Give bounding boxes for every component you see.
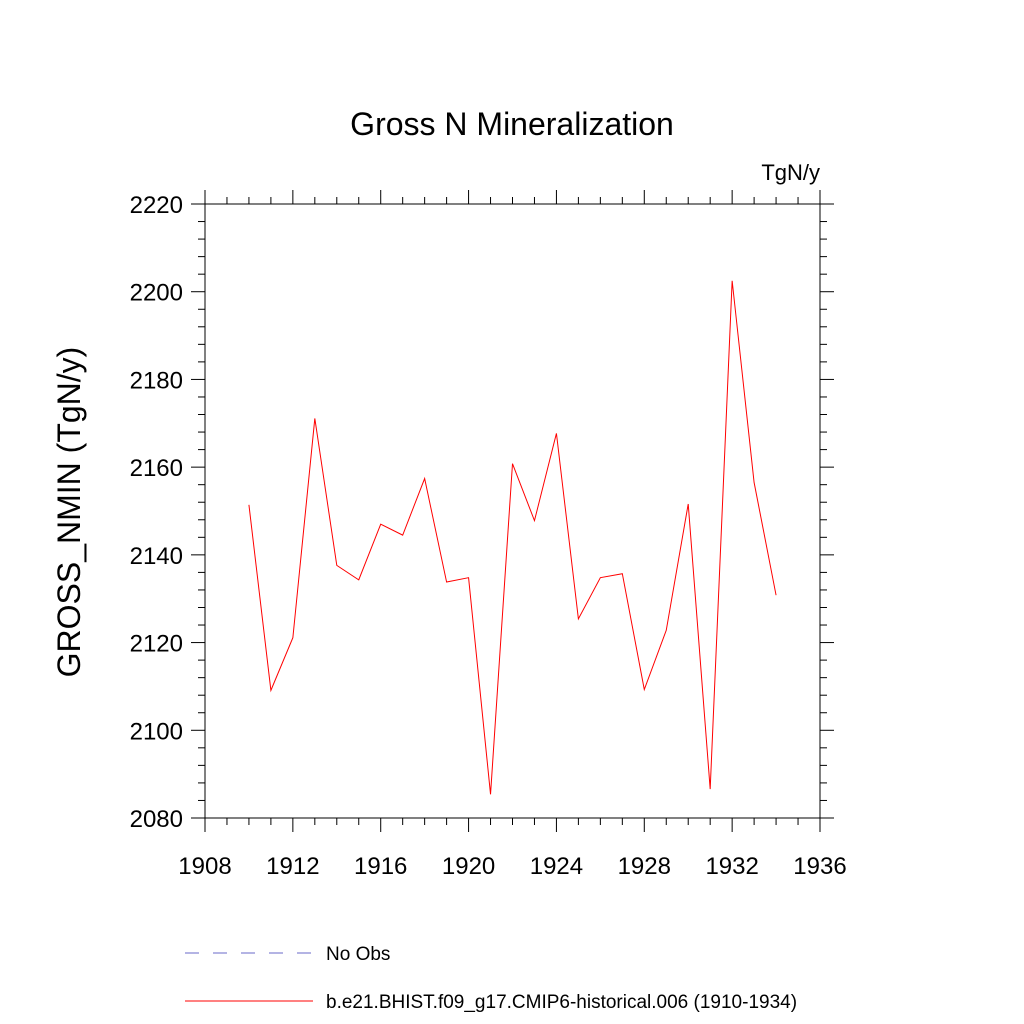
plot-frame xyxy=(204,203,821,819)
plot-series xyxy=(248,280,777,795)
units-label: TgN/y xyxy=(761,160,820,185)
chart-title: Gross N Mineralization xyxy=(350,106,674,142)
y-tick-label: 2160 xyxy=(130,455,183,482)
axis-ticks: 1908 1912 1916 1920 1924 1928 1932 1936 2080 2100… xyxy=(130,190,847,880)
y-tick-label: 2200 xyxy=(130,280,183,307)
x-tick-label: 1912 xyxy=(266,853,319,880)
legend: No Obs b.e21.BHIST.f09_g17.CMIP6-historic… xyxy=(185,944,797,1013)
y-tick-label: 2140 xyxy=(130,543,183,570)
x-tick-label: 1936 xyxy=(793,853,846,880)
y-tick-label: 2080 xyxy=(130,806,183,833)
x-tick-label: 1932 xyxy=(705,853,758,880)
x-tick-label: 1920 xyxy=(442,853,495,880)
y-tick-label: 2120 xyxy=(130,631,183,658)
legend-label: No Obs xyxy=(326,944,390,965)
y-tick-label: 2220 xyxy=(130,192,183,219)
legend-label: b.e21.BHIST.f09_g17.CMIP6-historical.006… xyxy=(326,992,797,1013)
y-tick-label: 2180 xyxy=(130,367,183,394)
y-axis-label: GROSS_NMIN (TgN/y) xyxy=(51,347,87,678)
y-tick-label: 2100 xyxy=(130,718,183,745)
x-tick-label: 1916 xyxy=(354,853,407,880)
x-tick-label: 1924 xyxy=(530,853,583,880)
x-tick-label: 1928 xyxy=(618,853,671,880)
series-line xyxy=(248,280,777,795)
x-tick-label: 1908 xyxy=(178,853,231,880)
